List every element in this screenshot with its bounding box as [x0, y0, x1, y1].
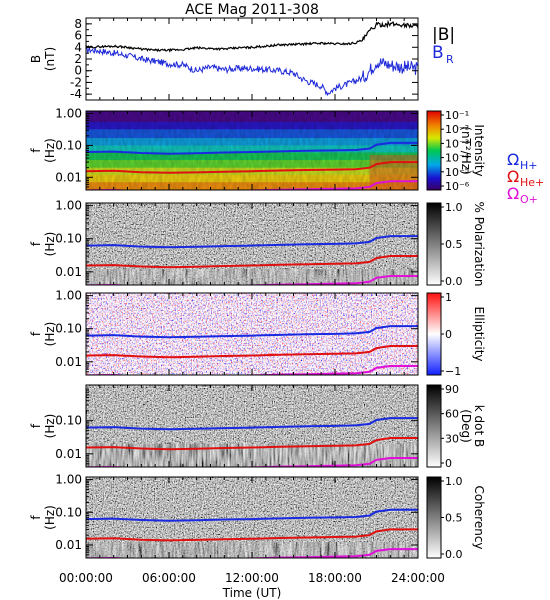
colorbar-tick-label: 0.0 — [445, 548, 463, 561]
colorbar-tick-label: 10⁻¹ — [445, 109, 469, 122]
y-tick-label: 0.01 — [55, 355, 82, 369]
y-tick-label: 0.01 — [55, 538, 82, 552]
colorbar-tick-label: 60 — [445, 408, 459, 421]
x-tick-label: 12:00:00 — [225, 571, 279, 585]
panel-wave-normal-angle: 0.10 0.01 f (Hz) 90 60 30 0 k dot B(Deg) — [29, 383, 486, 470]
colorbar — [427, 111, 441, 190]
y-axis-label: f — [29, 423, 43, 428]
spectrogram-image — [86, 203, 418, 287]
colorbar-label: k dot B — [472, 405, 486, 447]
legend-br-subscript: R — [446, 53, 454, 66]
y-tick-label: 0.10 — [55, 138, 82, 152]
colorbar — [427, 203, 441, 285]
spectrogram-image — [86, 477, 418, 560]
figure-title: ACE Mag 2011-308 — [185, 2, 319, 18]
y-tick-label: 0.01 — [55, 170, 82, 184]
colorbar-label: Intensity — [472, 124, 486, 176]
colorbar-unit: (Deg) — [459, 409, 473, 443]
y-axis-unit: (nT) — [43, 47, 57, 71]
legend-omega-h-subscript: H+ — [520, 159, 538, 172]
y-tick-label: 1.00 — [55, 107, 82, 121]
panel-polarization: 1.00 0.10 0.01 f (Hz) 1.0 0.5 0.0 % Polarization — [29, 199, 486, 288]
y-axis-unit: (Hz) — [43, 138, 57, 163]
y-axis-unit: (Hz) — [43, 322, 57, 347]
y-tick-label: 8 — [74, 17, 82, 31]
y-tick-label: 0.10 — [55, 232, 82, 246]
x-tick-label: 24:00:00 — [391, 571, 445, 585]
y-tick-label: 1.00 — [55, 473, 82, 487]
colorbar — [427, 293, 441, 375]
y-tick-label: 1.00 — [55, 289, 82, 303]
legend-br: B — [432, 43, 444, 63]
spectrogram-image — [86, 111, 418, 192]
colorbar — [427, 385, 441, 467]
y-tick-label: 0.10 — [55, 414, 82, 428]
x-tick-label: 18:00:00 — [308, 571, 362, 585]
colorbar-tick-label: 1.0 — [445, 201, 463, 214]
panel-coherency: 1.00 0.10 0.01 f (Hz) 1.0 0.5 0.0 Coherency — [29, 473, 486, 561]
colorbar-label: Coherency — [472, 485, 486, 549]
y-axis-unit: (Hz) — [43, 414, 57, 439]
panel-ellipticity: 1.00 0.10 0.01 f (Hz) 1 0 −1 Ellipticity — [29, 289, 486, 378]
x-tick-label: 00:00:00 — [59, 571, 113, 585]
y-tick-label: 0.10 — [55, 505, 82, 519]
y-tick-label: 0.01 — [55, 447, 82, 461]
spectrogram-image — [86, 385, 418, 469]
spectrogram-image — [86, 293, 418, 377]
colorbar-label: Ellipticity — [472, 307, 486, 362]
y-tick-label: 0.10 — [55, 322, 82, 336]
y-tick-label: 0.01 — [55, 265, 82, 279]
colorbar-tick-label: 90 — [445, 383, 459, 396]
x-axis-label: Time (UT) — [222, 586, 282, 600]
colorbar-tick-label: 0.5 — [445, 512, 463, 525]
colorbar-tick-label: 30 — [445, 432, 459, 445]
colorbar-tick-label: 0.0 — [445, 275, 463, 288]
colorbar — [427, 477, 441, 558]
colorbar-tick-label: −1 — [445, 365, 461, 378]
y-axis-label: f — [29, 331, 43, 336]
colorbar-tick-label: 1.0 — [445, 475, 463, 488]
colorbar-tick-label: 10⁻⁶ — [445, 180, 470, 193]
y-axis-unit: (Hz) — [43, 505, 57, 530]
y-axis-unit: (Hz) — [43, 232, 57, 257]
legend-omega-o-subscript: O+ — [520, 193, 538, 206]
colorbar-label: % Polarization — [472, 202, 486, 287]
colorbar-tick-label: 0 — [445, 457, 452, 470]
colorbar-unit: (nT²/Hz) — [459, 126, 473, 174]
legend-omega-o: Ω — [507, 184, 519, 203]
colorbar-tick-label: 0.5 — [445, 238, 463, 251]
colorbar-tick-label: 1 — [445, 291, 452, 304]
y-axis-label: f — [29, 241, 43, 246]
legend-btotal: |B| — [432, 25, 455, 45]
legend-omega-he-subscript: He+ — [520, 176, 544, 189]
colorbar-tick-label: 0 — [445, 328, 452, 341]
y-tick-label: 1.00 — [55, 199, 82, 213]
y-axis-label: f — [29, 515, 43, 520]
panel-power-spectrum: 1.00 0.10 0.01 f (Hz) 10⁻¹10⁻²10⁻³ 10⁻⁴10⁻⁵10⁻… — [29, 107, 544, 206]
x-tick-label: 06:00:00 — [142, 571, 196, 585]
y-axis-label: B — [29, 55, 43, 63]
y-axis-label: f — [29, 148, 43, 153]
